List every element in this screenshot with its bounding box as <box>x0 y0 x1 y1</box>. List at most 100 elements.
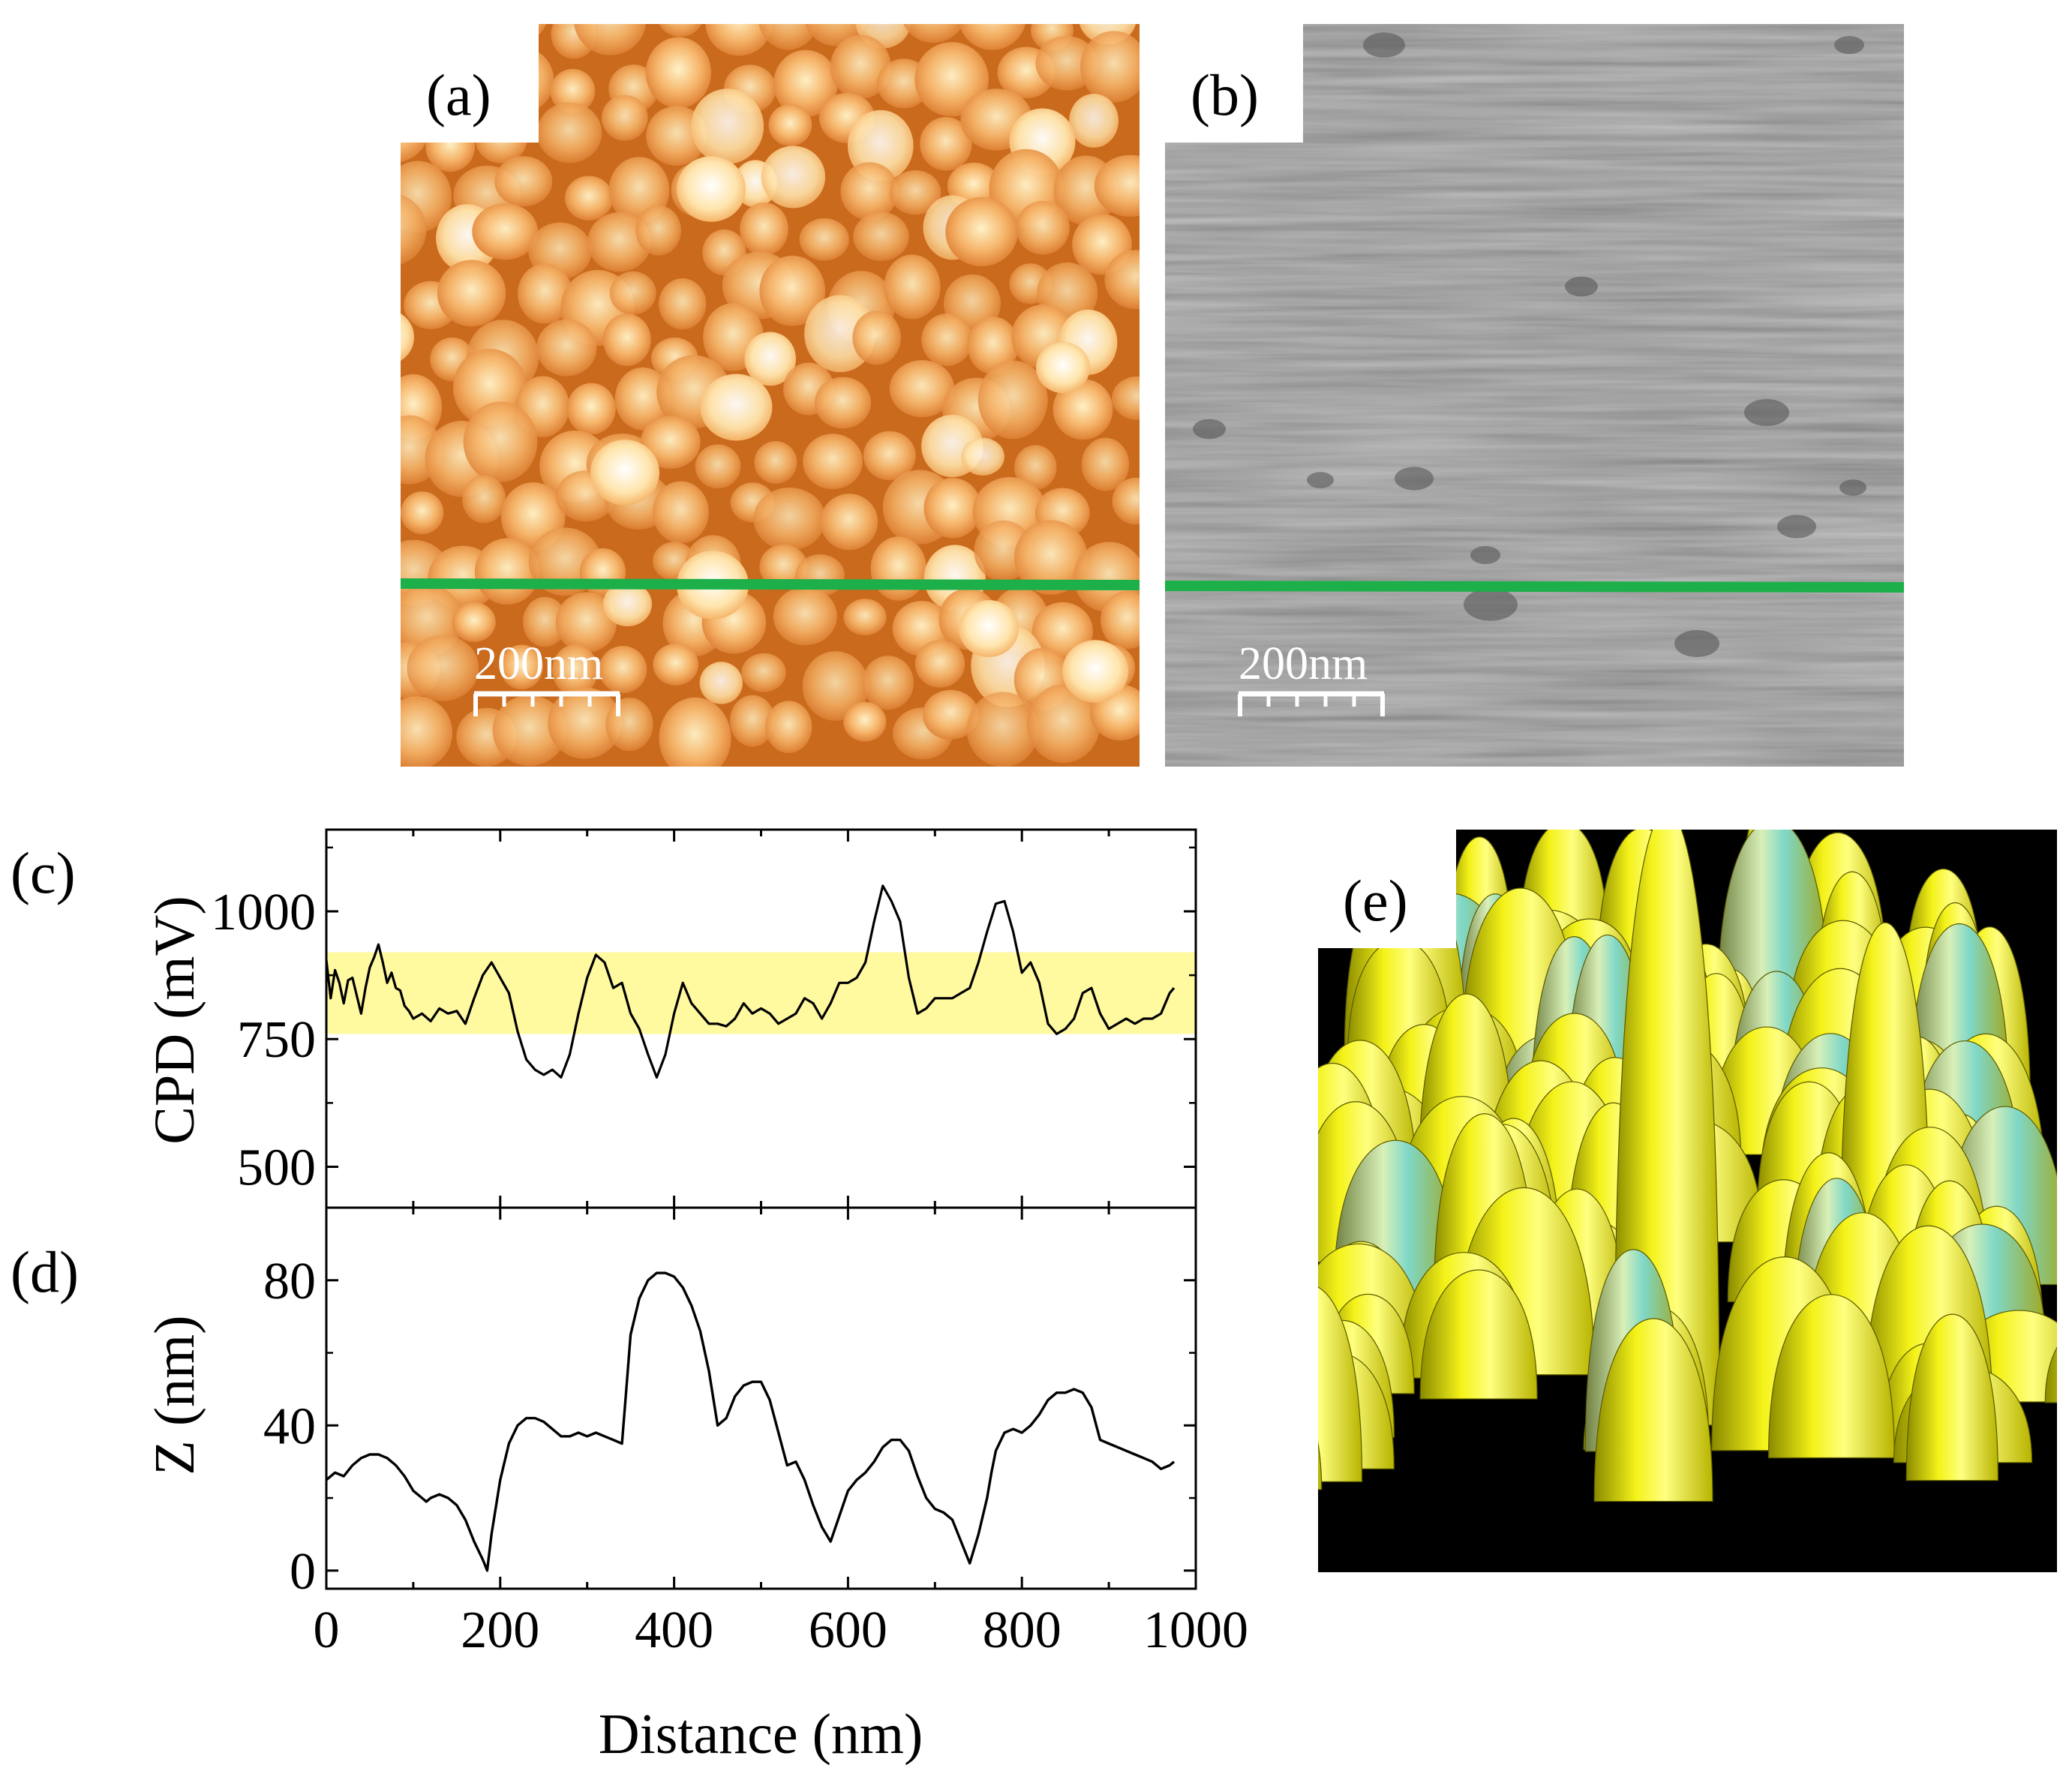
cpd-line-chart: (c) 500 750 1000 CPD (mV) <box>11 828 1197 1209</box>
surface-peak <box>2058 1270 2072 1466</box>
topography-grain <box>659 697 731 767</box>
line-scan-a <box>400 578 1140 590</box>
topography-grain <box>945 197 1018 267</box>
cpd-dark-spot <box>1363 32 1405 58</box>
topography-bright-grain <box>677 156 746 222</box>
y-tick-label: 500 <box>237 1139 316 1197</box>
topography-grain <box>1080 31 1140 103</box>
topography-grain <box>472 203 539 260</box>
cpd-dark-spot <box>1777 515 1816 539</box>
topography-grain <box>609 271 656 315</box>
scale-bar-b: 200nm <box>1238 638 1385 716</box>
topography-grain <box>977 360 1048 440</box>
topography-grain <box>407 635 479 701</box>
surface-peak <box>1905 1313 1999 1481</box>
topography-grain <box>799 218 849 261</box>
panel-label-b: (b) <box>1191 62 1259 128</box>
cpd-dark-spot <box>1395 467 1434 491</box>
cpd-dark-spot <box>1464 588 1518 621</box>
y-tick-label: 80 <box>263 1253 316 1310</box>
cpd-dark-spot <box>1744 399 1789 426</box>
topography-grain <box>884 254 941 320</box>
cpd-dark-spot <box>1470 546 1500 564</box>
surface-peak <box>2044 1346 2057 1403</box>
topography-grain <box>959 24 1025 50</box>
topography-grain <box>765 701 812 753</box>
cpd-map-image <box>1165 24 1904 767</box>
topography-grain <box>536 319 597 377</box>
cpd-dark-spot <box>1674 630 1719 657</box>
x-tick-label: 400 <box>635 1601 713 1659</box>
topography-grain <box>587 212 652 272</box>
topography-grains <box>401 24 1140 767</box>
topography-grain <box>852 311 901 365</box>
topography-grain <box>1112 477 1140 525</box>
topography-bright-grain <box>590 440 659 506</box>
panel-e: (e) <box>1179 830 2072 1572</box>
topography-grain <box>699 662 743 704</box>
topography-image <box>401 24 1140 767</box>
surface-peak <box>1179 1232 1314 1433</box>
topography-bright-grain <box>1036 341 1090 394</box>
topography-grain <box>635 205 681 256</box>
topography-grain <box>768 104 812 146</box>
cpd-dark-spot <box>1834 36 1864 54</box>
topography-grain <box>700 374 773 441</box>
topography-grain <box>653 643 699 686</box>
topography-grain <box>870 536 927 601</box>
surface-peak <box>1318 1286 1363 1482</box>
topography-grain <box>602 581 653 627</box>
cpd-series-line <box>325 884 1176 1079</box>
topography-grain <box>729 695 776 747</box>
topography-grain <box>463 401 538 482</box>
topography-grain <box>691 89 764 164</box>
z-series-line <box>325 1271 1176 1572</box>
topography-bright-grain <box>959 600 1019 657</box>
surface-peaks <box>1179 830 2072 1502</box>
topography-grain <box>741 653 786 692</box>
topography-grain <box>1112 376 1140 420</box>
topography-grain <box>659 24 702 38</box>
topography-grain <box>574 24 647 56</box>
x-tick-label: 1000 <box>1143 1601 1248 1659</box>
topography-grain <box>961 437 1004 476</box>
y-tick-label: 0 <box>290 1543 316 1601</box>
topography-grain <box>843 701 887 742</box>
surface-3d-image <box>1179 830 2072 1572</box>
topography-grain <box>830 35 891 99</box>
topography-grain <box>494 156 553 207</box>
topography-grain <box>773 587 837 646</box>
topography-grain <box>922 689 979 740</box>
topography-grain <box>1101 591 1140 650</box>
topography-grain <box>761 146 826 209</box>
topography-grain <box>740 202 788 256</box>
panel-a: (a) 200nm <box>400 24 1140 767</box>
y-tick-label: 40 <box>263 1397 316 1455</box>
scale-bar-label-b: 200nm <box>1239 638 1368 689</box>
surface-peak <box>2067 1385 2072 1484</box>
topography-grain <box>401 314 414 361</box>
topography-grain <box>492 695 566 767</box>
label-box-b <box>1165 24 1303 143</box>
topography-grain <box>1016 200 1070 255</box>
x-axis-title: Distance (nm) <box>599 1703 923 1766</box>
z-plot-frame <box>325 1206 1197 1590</box>
topography-grain <box>401 491 444 535</box>
topography-grain <box>614 367 671 431</box>
topography-grain <box>967 317 1019 374</box>
topography-grain <box>1014 445 1057 490</box>
surface-peak <box>1767 1294 1895 1459</box>
label-box-a <box>401 24 539 143</box>
topography-grain <box>744 332 796 386</box>
topography-grain <box>1094 155 1140 217</box>
topography-grain <box>705 24 773 56</box>
topography-grain <box>452 602 496 642</box>
topography-grain <box>536 102 602 164</box>
topography-grain <box>820 494 878 551</box>
topography-grain <box>914 42 989 117</box>
topography-grain <box>903 24 963 44</box>
topography-grain <box>773 50 838 118</box>
scale-bar-label-a: 200nm <box>474 638 603 689</box>
